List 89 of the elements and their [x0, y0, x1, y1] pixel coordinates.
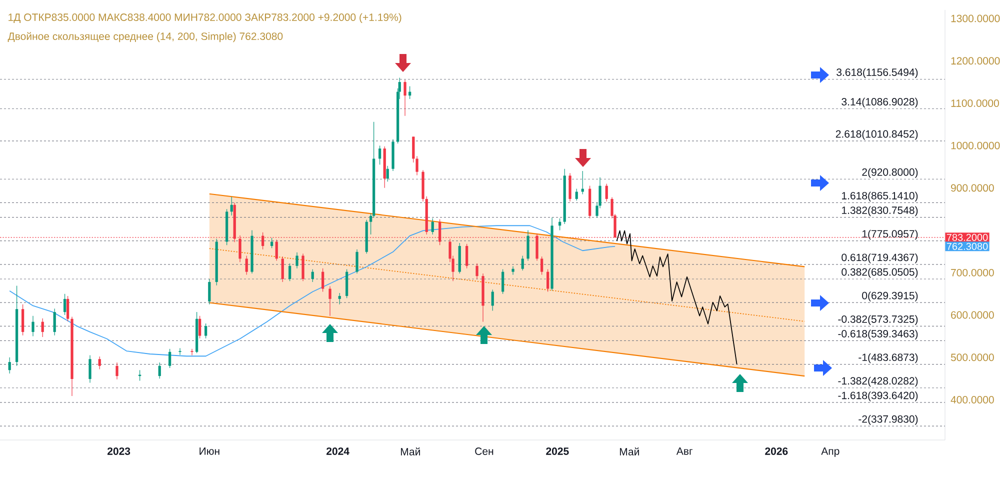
candlestick: [98, 356, 101, 370]
candlestick: [540, 256, 544, 276]
candlestick: [296, 252, 298, 269]
ref-line-label: -2(337.9830): [858, 415, 918, 425]
text: Двойное скользящее среднее (14, 200, Simple) 762.3080: [8, 32, 283, 42]
candlestick: [356, 249, 358, 274]
candlestick: [204, 323, 208, 339]
candlestick: [386, 166, 389, 182]
candlestick: [521, 255, 524, 271]
y-tick-label: 400.0000: [950, 396, 994, 404]
candlestick: [605, 183, 608, 202]
candlestick: [281, 256, 284, 282]
x-tick-label: Июн: [200, 448, 220, 455]
candlestick: [53, 308, 56, 336]
candlestick: [208, 278, 211, 305]
candlestick: [230, 196, 233, 216]
candlestick: [63, 294, 66, 316]
candlestick: [378, 145, 382, 165]
y-tick-label: 600.0000: [951, 311, 994, 319]
candlestick: [465, 244, 468, 269]
y-tick-label: 700.0000: [951, 268, 994, 276]
candlestick: [8, 357, 11, 374]
y-tick-label: 1000.0000: [951, 142, 1000, 150]
candlestick: [416, 156, 418, 176]
y-tick-label: 1200.0000: [951, 57, 1000, 65]
candlestick: [41, 318, 44, 338]
ref-line-label: -1.618(393.6420): [838, 391, 918, 402]
x-tick-label: Май: [400, 448, 420, 456]
ref-line-label: 0.618(719.4367): [842, 253, 918, 264]
candlestick: [158, 362, 161, 379]
candlestick: [311, 268, 314, 282]
ref-line-label: 2.618(1010.8452): [836, 130, 918, 140]
candlestick: [302, 253, 304, 282]
text: 762.3080: [946, 242, 988, 250]
candlestick: [321, 268, 324, 292]
candlestick: [66, 296, 70, 322]
x-tick-label: Авг: [676, 448, 692, 455]
chart-title: 1Д ОТКР835.0000 МАКС838.4000 МИН782.0000 ЗАКР783.2000 +9.2000 (+1.19%): [8, 13, 402, 24]
y-tick-label: 1300.0000: [951, 14, 1000, 22]
x-tick-label: 2026: [765, 448, 788, 455]
candlestick: [288, 263, 292, 282]
candlestick: [168, 348, 172, 368]
line-series: [616, 230, 738, 365]
ref-line-label: 3.14(1086.9028): [842, 98, 918, 108]
y-tick-label: 1100.0000: [951, 99, 999, 107]
candlestick: [275, 239, 278, 262]
x-tick-label: 2025: [546, 448, 569, 455]
ref-line-label: 3.618(1156.5494): [836, 68, 918, 78]
line-series: [9, 225, 616, 357]
ref-line-label: 1.618(865.1410): [842, 192, 918, 202]
candlestick: [512, 266, 514, 276]
x-tick-label: Апр: [821, 448, 840, 457]
ref-line-label: 0(629.3915): [862, 292, 918, 302]
candlestick: [116, 362, 118, 380]
candlestick: [32, 316, 34, 337]
candlestick: [21, 304, 24, 336]
x-tick-label: Сен: [475, 448, 494, 455]
ref-line-label: -0.382(573.7325): [838, 315, 918, 325]
ref-line-label: 2(920.8000): [862, 168, 918, 178]
y-tick-label: 900.0000: [951, 184, 994, 192]
ref-line-label: 783.2000: [946, 234, 988, 241]
ref-line-label: 1.382(830.7548): [842, 206, 918, 216]
candlestick: [491, 289, 494, 312]
candlestick: [178, 348, 182, 356]
ref-line-label: 0.382(685.0505): [842, 268, 918, 278]
candlestick: [338, 292, 341, 305]
candlestick: [190, 348, 194, 356]
candlestick: [476, 263, 478, 280]
candlestick: [546, 268, 550, 292]
candlestick: [328, 286, 332, 316]
x-tick-label: Май: [620, 448, 639, 456]
x-tick-label: 2024: [326, 448, 350, 455]
candlestick: [575, 188, 578, 201]
ref-line-label: -0.618(539.3463): [838, 330, 918, 340]
candlestick: [501, 268, 504, 294]
candlestick: [245, 255, 248, 276]
ref-line-label: -1(483.6873): [858, 353, 918, 364]
x-tick-label: 2023: [107, 448, 130, 455]
candlestick: [198, 316, 202, 339]
candlestick: [431, 218, 434, 235]
ref-line-label: 1(775.0957): [862, 230, 918, 240]
candlestick: [270, 238, 274, 248]
candlestick: [568, 172, 572, 202]
ref-line-label: -1.382(428.0282): [838, 376, 918, 387]
candlestick: [526, 230, 530, 262]
y-tick-label: 500.0000: [950, 354, 994, 362]
candlestick: [404, 80, 406, 116]
candlestick: [88, 354, 92, 384]
candlestick: [412, 136, 415, 163]
